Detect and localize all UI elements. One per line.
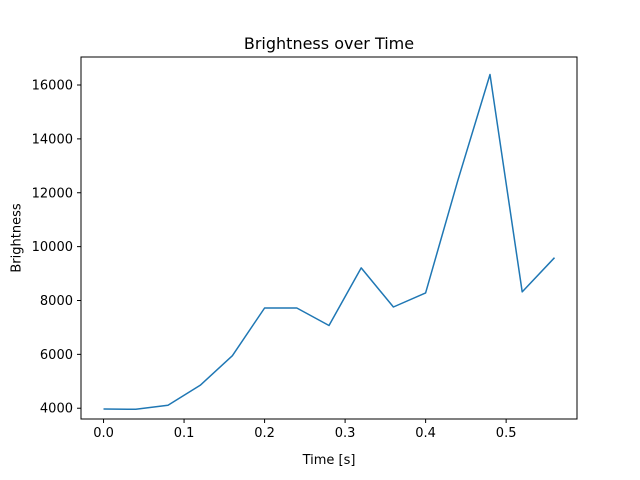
x-tick-label: 0.4 [415, 426, 436, 441]
x-tick-label: 0.1 [174, 426, 195, 441]
x-tick-label: 0.0 [93, 426, 114, 441]
y-tick-label: 16000 [32, 79, 73, 94]
x-tick-label: 0.5 [496, 426, 517, 441]
line-series [103, 73, 556, 411]
x-axis-label: Time [s] [302, 453, 356, 468]
y-tick-label: 8000 [40, 294, 73, 309]
chart-title: Brightness over Time [243, 34, 415, 53]
x-tick-label: 0.3 [335, 426, 356, 441]
x-tick-label: 0.2 [254, 426, 275, 441]
y-tick-label: 12000 [32, 186, 73, 201]
y-tick-label: 6000 [40, 348, 73, 363]
y-tick-label: 4000 [40, 402, 73, 417]
y-tick-label: 14000 [32, 132, 73, 147]
plot-border [80, 56, 578, 420]
y-tick-label: 10000 [32, 240, 73, 255]
